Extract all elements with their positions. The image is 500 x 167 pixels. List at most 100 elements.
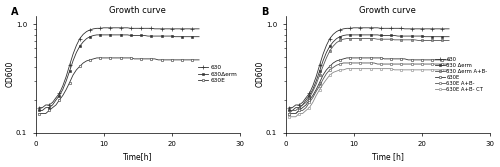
630 Δerm A+B-: [290, 110, 296, 112]
630E: [179, 59, 185, 61]
630 Δerm: [300, 104, 306, 106]
630E: [392, 58, 398, 60]
630: [104, 27, 110, 29]
630Δerm: [80, 41, 86, 43]
630: [412, 28, 418, 30]
630E: [344, 57, 350, 59]
630E A+B-: [303, 107, 309, 109]
630: [80, 33, 86, 35]
630E A+B-: [374, 63, 380, 65]
630 Δerm A+B-: [334, 42, 340, 44]
630E A+B- CT: [327, 74, 333, 76]
630E: [100, 57, 106, 59]
630 Δerm: [337, 36, 343, 38]
630E: [118, 57, 124, 59]
630E A+B-: [408, 63, 414, 65]
630E: [429, 59, 435, 61]
630E: [87, 59, 93, 61]
630E: [196, 59, 202, 61]
630: [300, 101, 306, 103]
630: [442, 28, 448, 30]
630: [296, 104, 302, 106]
630 Δerm: [402, 35, 408, 37]
630: [330, 33, 336, 35]
630 Δerm A+B-: [300, 104, 306, 106]
630Δerm: [104, 34, 110, 36]
630E: [42, 113, 48, 115]
630Δerm: [56, 95, 62, 97]
630E A+B- CT: [350, 68, 356, 70]
630E: [300, 107, 306, 109]
630E: [382, 58, 388, 60]
630E A+B- CT: [320, 83, 326, 85]
630E A+B- CT: [384, 68, 390, 70]
630: [192, 28, 198, 30]
630 Δerm: [416, 35, 422, 37]
630E: [422, 59, 428, 61]
630 Δerm A+B-: [439, 39, 445, 41]
630: [426, 28, 432, 30]
630 Δerm: [378, 34, 384, 36]
630E: [186, 59, 192, 61]
630E A+B- CT: [432, 69, 438, 71]
630 Δerm A+B-: [426, 39, 432, 41]
630: [186, 28, 192, 30]
630: [350, 27, 356, 29]
630E A+B-: [337, 63, 343, 65]
630E A+B-: [324, 73, 330, 75]
630E A+B- CT: [354, 68, 360, 70]
630Δerm: [138, 34, 144, 36]
630 Δerm A+B-: [337, 39, 343, 41]
630Δerm: [63, 80, 69, 82]
630: [384, 27, 390, 29]
630: [402, 28, 408, 30]
630 Δerm A+B-: [313, 83, 319, 85]
630: [382, 27, 388, 29]
630E A+B-: [371, 62, 377, 64]
630E: [371, 57, 377, 59]
630E: [98, 57, 103, 59]
630E A+B-: [313, 91, 319, 93]
630 Δerm: [405, 35, 411, 37]
630: [320, 53, 326, 55]
Line: 630E: 630E: [38, 57, 200, 115]
Line: 630 Δerm: 630 Δerm: [288, 34, 450, 112]
630E: [152, 58, 158, 60]
630E A+B-: [398, 63, 404, 65]
630E A+B-: [310, 97, 316, 99]
630 Δerm A+B-: [320, 65, 326, 67]
630 Δerm A+B-: [361, 38, 367, 40]
630E A+B- CT: [405, 69, 411, 71]
630 Δerm: [324, 51, 330, 53]
630E: [398, 58, 404, 60]
630: [36, 107, 42, 109]
630: [42, 104, 48, 106]
630E: [134, 58, 140, 60]
Line: 630E A+B-: 630E A+B-: [288, 62, 450, 115]
630Δerm: [60, 89, 66, 91]
630E: [337, 59, 343, 61]
630: [90, 28, 96, 30]
630E: [426, 59, 432, 61]
630 Δerm: [296, 107, 302, 109]
630 Δerm A+B-: [296, 107, 302, 109]
630E A+B- CT: [296, 113, 302, 115]
630: [316, 64, 322, 66]
630E: [324, 69, 330, 71]
Line: 630Δerm: 630Δerm: [38, 34, 200, 112]
630E: [368, 57, 374, 59]
630E: [70, 74, 76, 76]
630E: [80, 62, 86, 64]
630E A+B-: [426, 63, 432, 65]
630 Δerm: [436, 36, 442, 38]
630: [74, 44, 80, 46]
630E: [292, 113, 298, 115]
630E: [296, 110, 302, 112]
630 Δerm A+B-: [368, 38, 374, 40]
630E A+B-: [368, 62, 374, 64]
630Δerm: [70, 60, 76, 62]
630: [348, 27, 354, 29]
630E A+B-: [330, 66, 336, 68]
630: [176, 28, 182, 30]
630: [327, 38, 333, 40]
